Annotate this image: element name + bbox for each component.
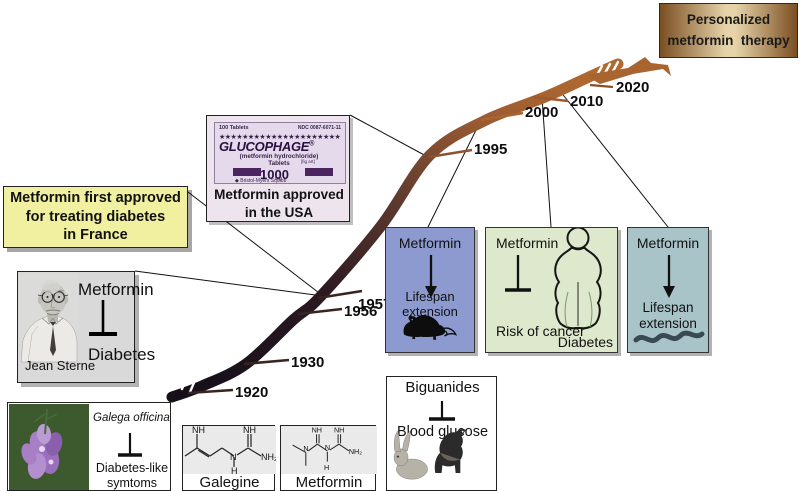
svg-text:H: H: [324, 463, 329, 472]
svg-text:H: H: [231, 466, 238, 474]
svg-text:NH: NH: [334, 426, 344, 435]
svg-text:NH: NH: [192, 426, 205, 435]
svg-text:NH: NH: [243, 426, 256, 435]
svg-text:N: N: [325, 443, 330, 452]
svg-text:NH: NH: [312, 426, 322, 435]
svg-text:N: N: [230, 452, 237, 462]
svg-text:N: N: [303, 444, 308, 453]
svg-text:NH₂: NH₂: [349, 447, 362, 456]
svg-text:NH₂: NH₂: [261, 452, 276, 462]
